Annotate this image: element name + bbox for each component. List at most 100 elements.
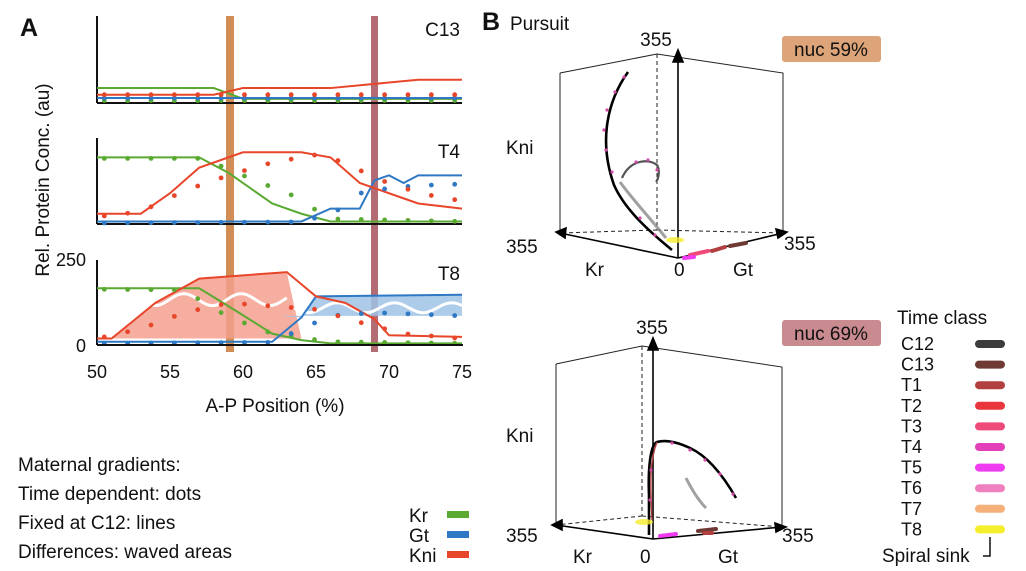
dot-gt: [358, 190, 364, 196]
dot-kr: [265, 183, 271, 188]
dot-kni: [125, 329, 131, 335]
band-nuc69: [371, 16, 378, 352]
plot1-gt-max: 355: [784, 234, 816, 255]
legend-gt-swatch: [447, 531, 469, 538]
kni-wave: [139, 292, 288, 308]
dot-kni: [218, 92, 224, 98]
dot-kni: [382, 326, 388, 332]
time-class-swatch: [975, 340, 1005, 348]
dot-kni: [171, 92, 177, 98]
panel-a-ylabel: Rel. Protein Conc. (au): [33, 83, 54, 276]
dot-gt: [148, 95, 154, 101]
spiral-sink-bracket: [983, 537, 991, 557]
panel-a-xaxis: 50 55 60 65 70 75 A-P Position (%): [87, 344, 472, 417]
dot-kr: [125, 287, 131, 292]
subplot-title: C13: [425, 20, 460, 41]
dot-gt: [312, 320, 317, 326]
time-class-label: T3: [901, 416, 922, 436]
dot-gt: [358, 95, 364, 101]
dot-kni: [335, 92, 341, 98]
dot-kni: [452, 92, 458, 98]
time-class-label: T5: [901, 458, 922, 478]
dot-kni: [358, 168, 364, 174]
time-class-label: T8: [901, 519, 922, 539]
dot-kni: [265, 92, 271, 98]
plot2-axis-top: 355: [636, 318, 668, 339]
time-class-swatch: [975, 525, 1005, 534]
dot-gt: [382, 310, 388, 316]
time-class-label: T1: [901, 375, 922, 395]
dot-kni: [171, 193, 177, 198]
dot-gt: [428, 182, 434, 188]
time-class-label: T6: [901, 478, 922, 498]
plot2-gt-label: Gt: [718, 547, 739, 568]
plot1-badge-bg: [782, 36, 881, 62]
t8-ytick-250: 250: [56, 250, 86, 270]
dot-kni: [101, 213, 107, 219]
panel-b-letter: B: [482, 8, 500, 36]
plot1-kr-label: Kr: [585, 260, 605, 281]
dot-kr: [405, 340, 411, 346]
dot-kni: [195, 183, 201, 189]
dot-gt: [101, 95, 107, 101]
plot2-badge-bg: [782, 320, 881, 346]
dot-kni: [148, 322, 154, 328]
dot-kni: [288, 92, 294, 98]
t8-ytick-0: 0: [76, 336, 86, 356]
line-gt: [97, 293, 463, 343]
dot-gt: [265, 340, 271, 345]
time-class-label: T7: [901, 499, 922, 519]
dot-kni: [312, 306, 317, 312]
dot-kr: [195, 156, 201, 161]
x-tick-75: 75: [452, 362, 472, 382]
time-class-title: Time class: [897, 308, 987, 329]
dot-kni: [265, 161, 271, 167]
subplot-t4: T4: [96, 138, 463, 226]
dot-gt: [312, 215, 317, 221]
subplot-title: T8: [438, 264, 460, 285]
dot-kr: [125, 156, 131, 161]
dot-kni: [405, 186, 411, 192]
plot2-zero: 0: [640, 547, 651, 568]
gene-legend: Kr Gt Kni: [409, 506, 469, 567]
line-kni: [97, 151, 463, 215]
x-tick-70: 70: [379, 362, 399, 382]
subplot-t8: T8: [96, 260, 463, 346]
plot1-badge: nuc 59%: [794, 40, 868, 61]
dot-gt: [218, 219, 224, 225]
dot-gt: [358, 311, 364, 316]
dot-kni: [218, 302, 224, 307]
x-tick-50: 50: [87, 362, 107, 382]
dot-kni: [382, 92, 388, 98]
dot-kni: [125, 92, 131, 98]
legend-line-dots: Time dependent: dots: [18, 484, 202, 505]
legend-kr-label: Kr: [409, 506, 429, 527]
dot-kr: [171, 156, 177, 161]
dot-gt: [125, 95, 131, 101]
dot-gt: [405, 311, 411, 317]
dot-gt: [218, 95, 224, 101]
plot2-badge: nuc 69%: [794, 324, 868, 345]
dot-kni: [242, 168, 247, 174]
line-kni: [97, 271, 463, 340]
dot-kni: [148, 92, 154, 98]
panel-a-xlabel: A-P Position (%): [205, 396, 344, 417]
legend-kni-swatch: [447, 551, 469, 558]
gt-wave: [293, 301, 463, 315]
dot-kni: [242, 301, 247, 307]
dot-kni: [335, 158, 341, 163]
plot1-zero: 0: [674, 260, 685, 281]
dot-kni: [335, 313, 341, 319]
time-class-label: T2: [901, 396, 922, 416]
legend-kr-swatch: [447, 511, 469, 518]
dot-gt: [428, 312, 434, 318]
panel-a-letter: A: [20, 14, 38, 42]
subplot-title: T4: [438, 142, 461, 163]
dot-kni: [195, 92, 201, 98]
dot-kni: [242, 92, 247, 98]
spiral-sink-label: Spiral sink: [882, 546, 970, 567]
x-tick-65: 65: [306, 362, 326, 382]
pursuit-plot-nuc59: 355 Kni 355 Kr 0 Gt 355 nuc 59%: [506, 30, 881, 281]
time-class-swatch: [975, 381, 1005, 390]
